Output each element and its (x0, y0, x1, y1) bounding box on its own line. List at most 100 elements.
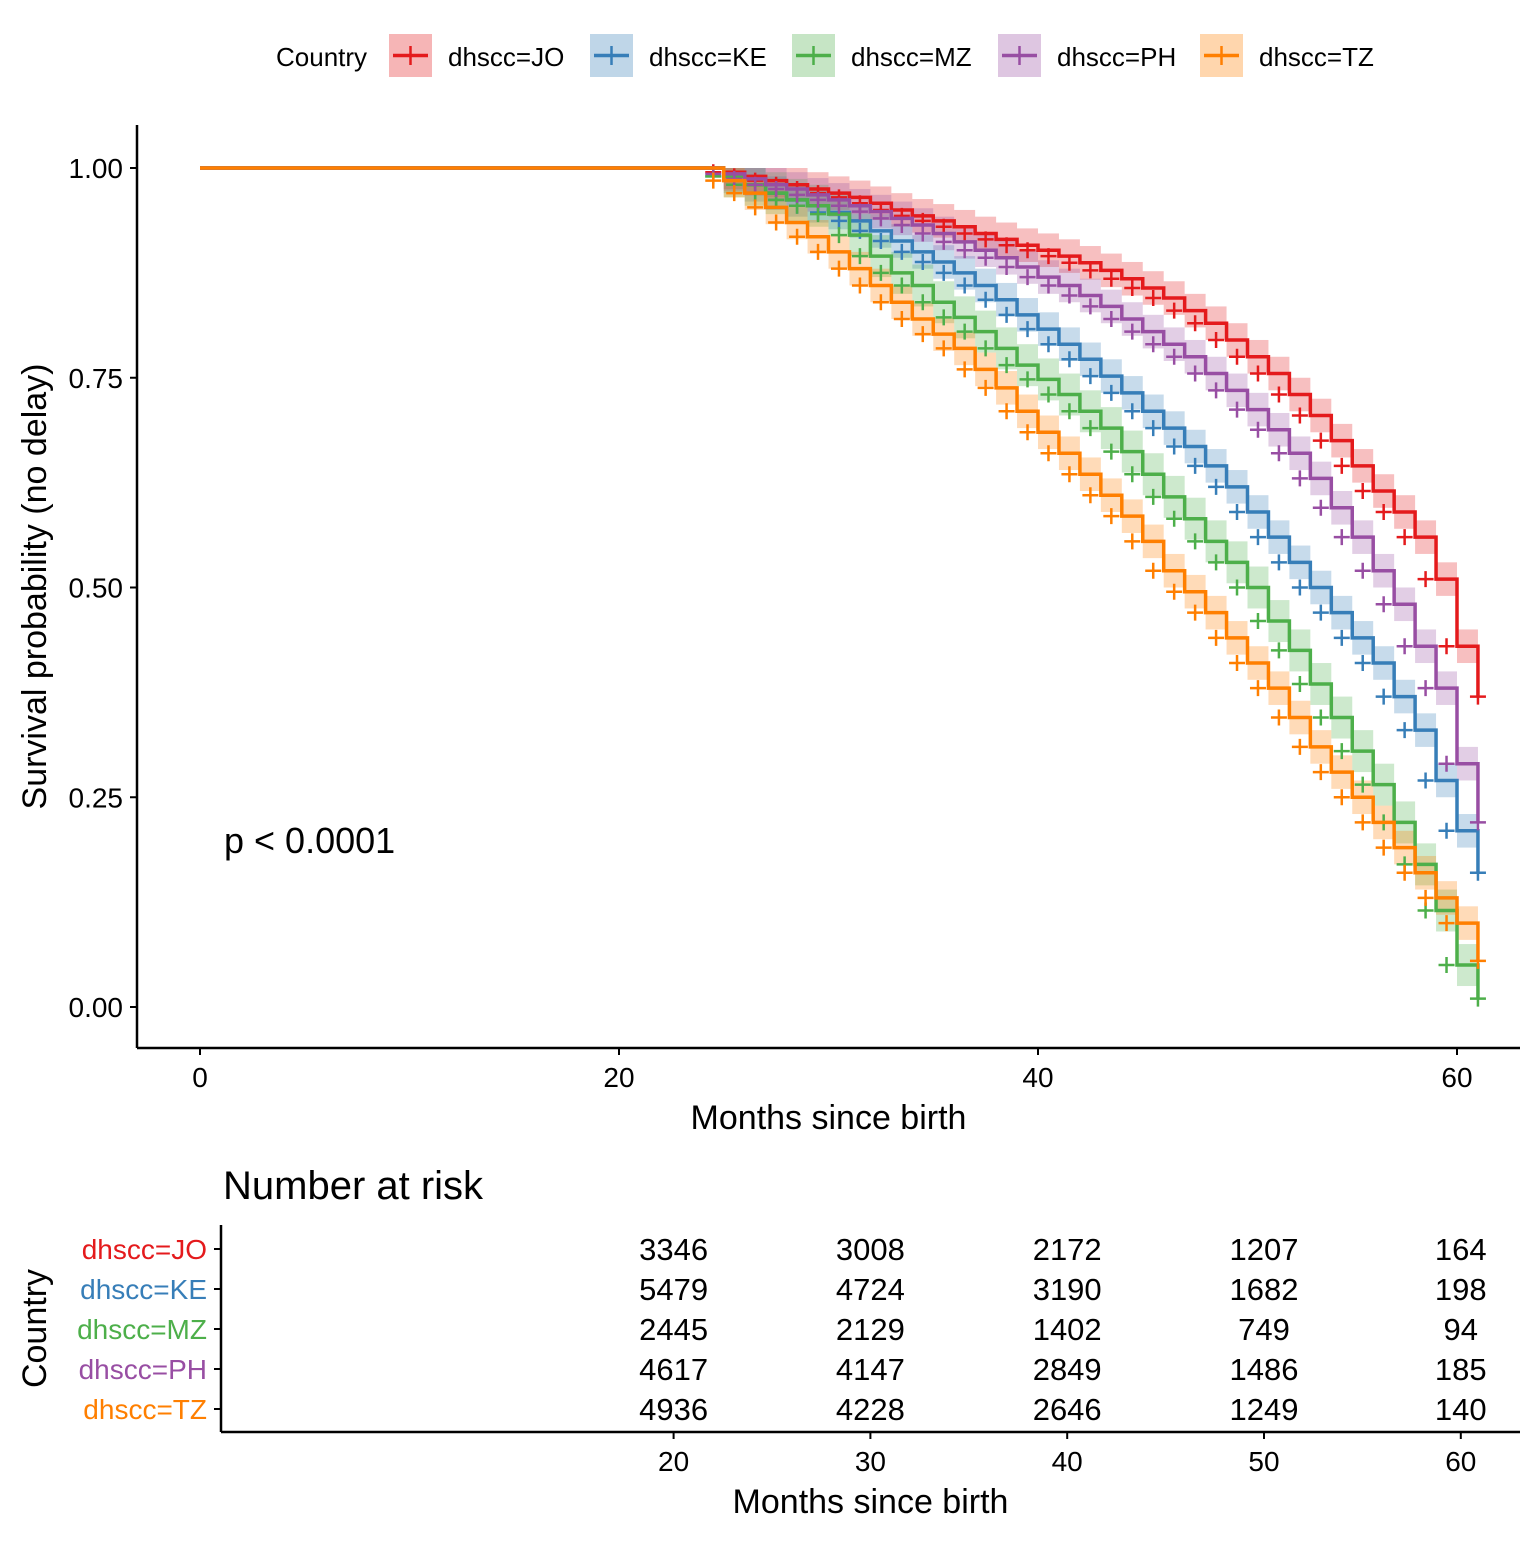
censor-mark (768, 180, 785, 197)
risk-count: 1249 (1230, 1392, 1299, 1427)
p-value-annotation: p < 0.0001 (224, 820, 395, 861)
censor-mark (726, 185, 743, 202)
censor-mark (1082, 368, 1099, 385)
censor-mark (1354, 776, 1371, 793)
censor-mark (851, 248, 868, 265)
legend-label: dhscc=MZ (851, 42, 972, 72)
censor-mark (914, 326, 931, 343)
censor-mark (1166, 348, 1183, 365)
survival-curve-mz (200, 166, 1480, 999)
survival-curve-ph (200, 166, 1480, 823)
censor-mark (1375, 839, 1392, 856)
censor-mark (1249, 680, 1266, 697)
censor-mark (1208, 478, 1225, 495)
censor-mark (789, 228, 806, 245)
censor-mark (956, 225, 973, 242)
censor-mark (935, 264, 952, 281)
censor-mark (998, 259, 1015, 276)
censor-mark (1124, 403, 1141, 420)
censor-mark (1333, 789, 1350, 806)
censor-mark (1166, 583, 1183, 600)
censor-mark (956, 323, 973, 340)
censor-mark (1375, 503, 1392, 520)
censor-mark (705, 172, 722, 189)
censor-mark (1124, 533, 1141, 550)
censor-mark (1103, 384, 1120, 401)
risk-count: 2849 (1033, 1352, 1102, 1387)
censor-mark (1187, 604, 1204, 621)
censor-mark (1103, 270, 1120, 287)
censor-mark (1312, 604, 1329, 621)
censor-mark (747, 176, 764, 193)
censor-mark (1270, 642, 1287, 659)
censor-mark (872, 294, 889, 311)
censor-mark (977, 340, 994, 357)
legend: Country dhscc=JO dhscc=KE dhscc=MZ dhscc=PH d… (276, 34, 1374, 77)
censor-mark (893, 311, 910, 328)
risk-x-tick-label: 30 (855, 1446, 886, 1477)
risk-count: 164 (1435, 1232, 1487, 1267)
censor-mark (1082, 298, 1099, 315)
censor-mark (1333, 629, 1350, 646)
censor-mark (914, 294, 931, 311)
risk-row-label: dhscc=JO (82, 1234, 207, 1265)
censor-mark (1187, 365, 1204, 382)
y-tick-label: 1.00 (69, 153, 124, 184)
risk-count: 3190 (1033, 1272, 1102, 1307)
censor-mark (1438, 638, 1455, 655)
censor-mark (1396, 864, 1413, 881)
censor-mark (998, 306, 1015, 323)
censor-mark (1333, 457, 1350, 474)
censor-mark (747, 199, 764, 216)
censor-mark (1166, 438, 1183, 455)
censor-mark (1124, 279, 1141, 296)
censor-mark (1354, 562, 1371, 579)
censor-mark (1229, 348, 1246, 365)
risk-row-label: dhscc=TZ (83, 1394, 207, 1425)
x-tick-label: 40 (1022, 1062, 1053, 1093)
censor-mark (1249, 421, 1266, 438)
risk-count: 1682 (1230, 1272, 1299, 1307)
censor-mark (956, 361, 973, 378)
censor-mark (1417, 772, 1434, 789)
risk-count: 198 (1435, 1272, 1487, 1307)
risk-x-tick-label: 50 (1248, 1446, 1279, 1477)
censor-mark (1019, 424, 1036, 441)
censor-mark (1040, 386, 1057, 403)
censor-mark (830, 260, 847, 277)
censor-mark (1291, 470, 1308, 487)
censor-mark (872, 232, 889, 249)
censor-mark (914, 225, 931, 242)
censor-mark (956, 242, 973, 259)
y-tick-label: 0.75 (69, 363, 124, 394)
risk-count: 5479 (639, 1272, 708, 1307)
censor-mark (1145, 336, 1162, 353)
legend-title: Country (276, 42, 367, 72)
legend-label: dhscc=PH (1057, 42, 1176, 72)
censor-mark (1291, 579, 1308, 596)
censor-mark (935, 309, 952, 326)
censor-mark (1417, 680, 1434, 697)
censor-mark (935, 340, 952, 357)
censor-mark (1469, 990, 1486, 1007)
risk-count: 140 (1435, 1392, 1487, 1427)
censor-mark (1103, 311, 1120, 328)
censor-mark (1208, 331, 1225, 348)
risk-table-title: Number at risk (223, 1164, 484, 1208)
censor-mark (1396, 529, 1413, 546)
risk-count: 3008 (836, 1232, 905, 1267)
censor-mark (1249, 529, 1266, 546)
risk-count: 4617 (639, 1352, 708, 1387)
risk-count: 4936 (639, 1392, 708, 1427)
risk-count: 3346 (639, 1232, 708, 1267)
censor-mark (1229, 401, 1246, 418)
censor-mark (1187, 457, 1204, 474)
risk-x-tick-label: 60 (1445, 1446, 1476, 1477)
censor-mark (977, 231, 994, 248)
risk-count: 185 (1435, 1352, 1487, 1387)
censor-mark (872, 210, 889, 227)
censor-mark (1145, 420, 1162, 437)
risk-count: 1486 (1230, 1352, 1299, 1387)
censor-mark (1249, 365, 1266, 382)
